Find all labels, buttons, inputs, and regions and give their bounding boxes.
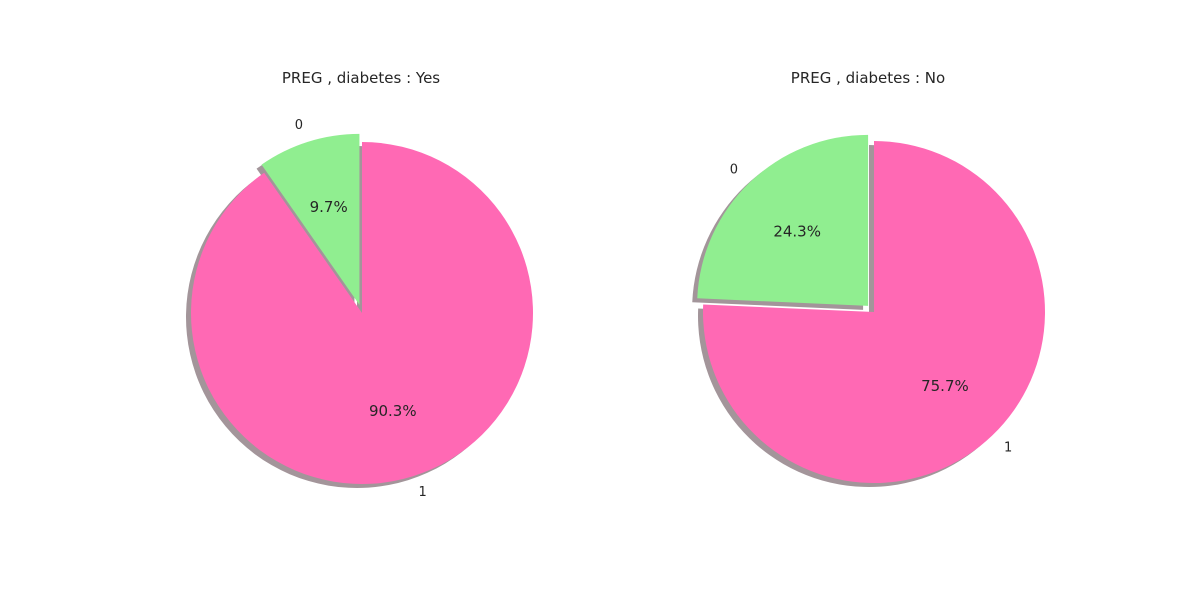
pie-0-marks: 9.7% 0 90.3% 1 <box>186 118 534 500</box>
pie-slice-1 <box>191 142 534 484</box>
pie-slice-label-1: 1 <box>418 485 426 500</box>
chart-title-yes: PREG , diabetes : Yes <box>282 69 440 87</box>
pie-slice-label-0: 0 <box>295 118 303 133</box>
pie-chart-yes: PREG , diabetes : Yes 9.7% 0 90.3% 1 <box>186 69 534 500</box>
pie-slice-label-0: 0 <box>730 162 738 177</box>
pie-percent-label-1: 90.3% <box>369 402 417 420</box>
pie-chart-no: PREG , diabetes : No 24.3% 0 75.7% 1 <box>692 69 1045 488</box>
pie-1-marks: 24.3% 0 75.7% 1 <box>692 134 1045 488</box>
chart-title-no: PREG , diabetes : No <box>791 69 945 87</box>
pie-percent-label-0: 9.7% <box>310 198 348 216</box>
pie-slice-0 <box>261 133 360 305</box>
pie-slice-label-1: 1 <box>1004 440 1012 455</box>
pie-slice-0 <box>697 134 869 306</box>
pie-percent-label-1: 75.7% <box>921 377 969 395</box>
pie-percent-label-0: 24.3% <box>773 223 821 241</box>
pie-slice-1 <box>703 141 1045 483</box>
